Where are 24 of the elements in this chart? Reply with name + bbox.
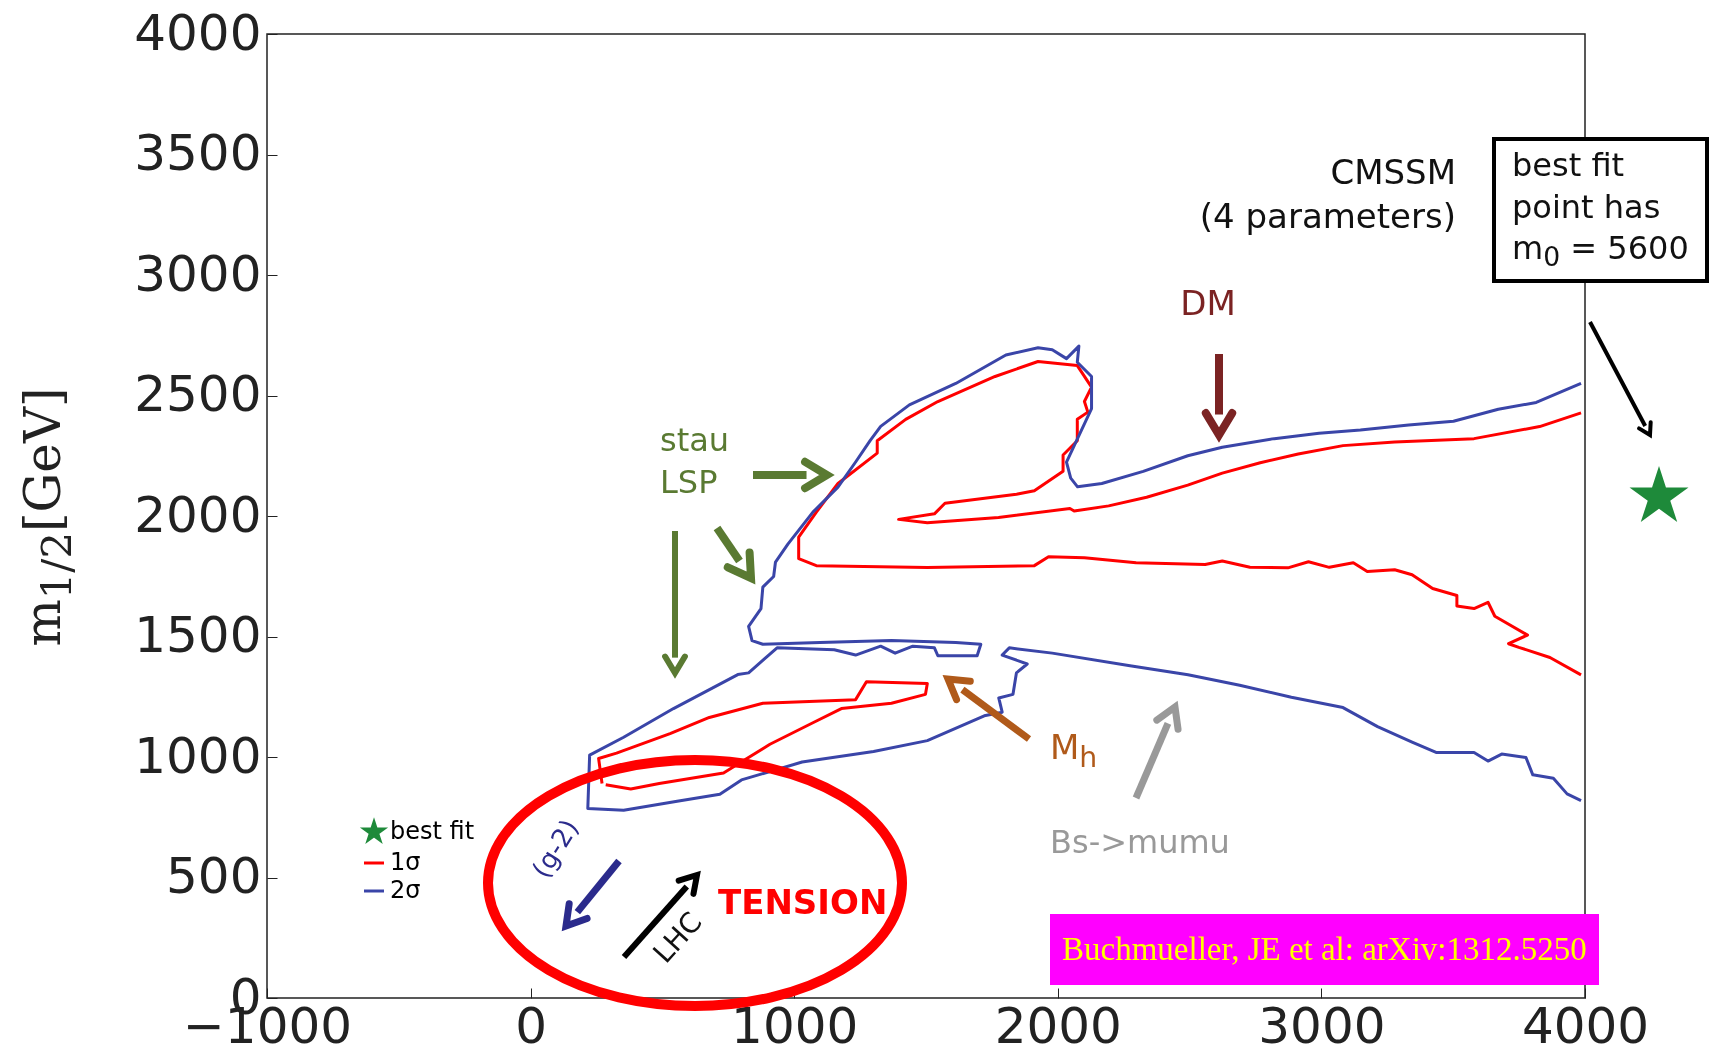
y-tick-label: 2500 [134,365,262,423]
annotation: M$_{h}$ [1050,726,1098,776]
x-tick-label: 3000 [1258,996,1386,1055]
x-tick-label: 1000 [731,996,859,1055]
label-box: Buchmueller, JE et al: arXiv:1312.5250 [1050,914,1599,985]
x-tick-label: 2000 [994,996,1122,1055]
y-tick-label: 1000 [134,726,262,785]
annotation: CMSSM (4 parameters) [1199,151,1456,239]
x-tick-label: 0 [515,996,548,1055]
text-box: best fit point has m$_{0}$ = 5600 [1492,137,1709,284]
annotation: stau LSP [660,420,730,503]
x-tick-label: 4000 [1521,996,1650,1055]
y-tick-label: 3000 [134,244,262,303]
annotation: Bs->mumu [1050,822,1230,863]
y-tick-label: 500 [166,847,262,905]
y-tick-label: 3500 [134,124,262,182]
y-tick-label: 2000 [134,485,262,544]
y-tick-label: 1500 [134,606,262,664]
annotation: TENSION [718,881,888,924]
legend-label: best fit [390,817,475,845]
legend-label: 2σ [390,876,421,904]
annotation: DM [1180,281,1236,325]
y-tick-label: 4000 [134,3,262,62]
legend-label: 1σ [390,848,421,876]
